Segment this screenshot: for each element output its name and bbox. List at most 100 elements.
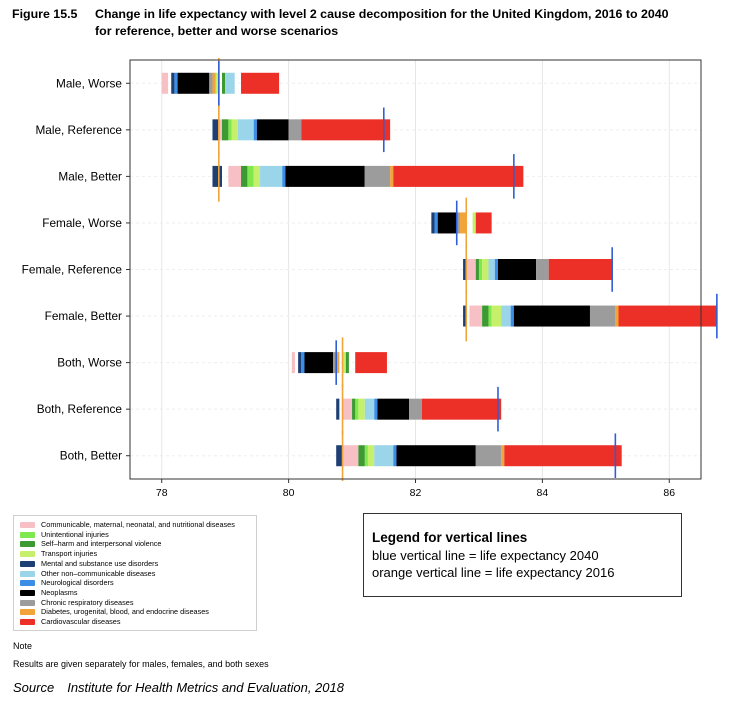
cause-legend: Communicable, maternal, neonatal, and nu… [13, 515, 257, 631]
bar-diabetes [212, 72, 216, 94]
bar-unintentional [478, 259, 483, 280]
bar-mental [298, 352, 302, 374]
bar-unintentional [355, 398, 359, 420]
bar-chronic_resp [333, 352, 337, 374]
bar-neoplasms [177, 72, 210, 94]
bar-other_ncd [488, 259, 495, 280]
legend-swatch [20, 589, 35, 596]
bar-transport [472, 212, 476, 234]
legend-swatch [20, 531, 35, 538]
source-label: Source [13, 680, 55, 695]
bar-cmnn [291, 352, 295, 374]
legend-label: Communicable, maternal, neonatal, and nu… [41, 520, 235, 529]
ytick-label: Male, Reference [35, 123, 122, 137]
xtick-label: 82 [410, 487, 422, 499]
bar-other_ncd [225, 72, 235, 94]
source-line: Source Institute for Health Metrics and E… [13, 680, 344, 695]
bar-diabetes [336, 352, 340, 374]
bar-other_ncd [364, 398, 375, 420]
legend-label: Other non–communicable diseases [41, 568, 156, 578]
vertical-line-legend-blue: blue vertical line = life expectancy 204… [372, 548, 599, 563]
bar-diabetes [390, 165, 394, 187]
ytick-label: Both, Worse [57, 356, 122, 370]
bar-neoplasms [497, 259, 537, 280]
bar-unintentional [364, 445, 368, 467]
bar-cardio [504, 445, 622, 467]
legend-label: Diabetes, urogenital, blood, and endocri… [41, 607, 209, 617]
legend-swatch [20, 570, 35, 577]
bar-selfharm [221, 119, 229, 141]
bar-neuro [374, 398, 378, 420]
bar-neuro [494, 259, 498, 280]
ytick-label: Female, Worse [42, 216, 122, 230]
bar-chronic_resp [589, 305, 616, 327]
bar-mental [171, 72, 175, 94]
legend-swatch [20, 551, 35, 558]
bar-cmnn [218, 119, 222, 141]
xtick-label: 78 [156, 487, 168, 499]
bar-transport [367, 445, 375, 467]
bar-neoplasms [285, 165, 365, 187]
legend-label: Neoplasms [41, 587, 78, 597]
bar-chronic_resp [456, 212, 460, 234]
ytick-label: Both, Reference [37, 402, 123, 416]
note-label: Note [13, 641, 33, 651]
bar-other_ncd [237, 119, 254, 141]
figure-title: Figure 15.5 Change in life expectancy wit… [12, 6, 748, 40]
bar-mental [463, 305, 467, 327]
legend-swatch [20, 560, 35, 567]
bar-cmnn [469, 305, 483, 327]
bar-neuro [434, 212, 438, 234]
bar-mental [336, 445, 343, 467]
bar-neoplasms [377, 398, 410, 420]
bar-diabetes [501, 445, 505, 467]
bar-selfharm [352, 398, 356, 420]
bar-selfharm [475, 259, 479, 280]
bar-chronic_resp [209, 72, 213, 94]
bar-neoplasms [396, 445, 476, 467]
bar-transport [231, 119, 238, 141]
bar-cmnn [466, 259, 476, 280]
bar-cmnn [342, 445, 359, 467]
figure-title-line1: Change in life expectancy with level 2 c… [95, 7, 669, 21]
bar-neuro [253, 119, 257, 141]
bar-selfharm [345, 352, 349, 374]
bar-neoplasms [256, 119, 289, 141]
xtick-label: 86 [663, 487, 675, 499]
bar-neuro [301, 352, 305, 374]
bar-cmnn [161, 72, 169, 94]
legend-label: Cardiovascular diseases [41, 617, 121, 626]
chart: Male, Worse Male, Reference Male, Better Fe… [22, 58, 718, 499]
bar-transport [215, 72, 219, 94]
bar-unintentional [228, 119, 232, 141]
legend-label: Transport injuries [41, 549, 98, 559]
bar-unintentional [488, 305, 492, 327]
bar-selfharm [482, 305, 489, 327]
bar-chronic_resp [288, 119, 302, 141]
bar-selfharm [358, 445, 365, 467]
vertical-line-legend-title: Legend for vertical lines [372, 530, 528, 545]
legend-swatch [20, 609, 35, 616]
bar-transport [482, 259, 489, 280]
bar-cardio [618, 305, 717, 327]
bar-cmnn [228, 165, 242, 187]
bar-neuro [510, 305, 514, 327]
bar-selfharm [241, 165, 248, 187]
ytick-label: Female, Reference [22, 263, 123, 277]
ytick-label: Male, Better [58, 169, 122, 183]
bar-cardio [548, 259, 613, 280]
legend-swatch [20, 619, 35, 625]
bar-chronic_resp [409, 398, 422, 420]
bar-neoplasms [513, 305, 590, 327]
legend-swatch [20, 522, 35, 528]
figure-number: Figure 15.5 [12, 7, 78, 21]
bar-neuro [174, 72, 178, 94]
bar-chronic_resp [475, 445, 502, 467]
legend-label: Mental and substance use disorders [41, 558, 159, 568]
bar-chronic_resp [536, 259, 549, 280]
bar-cardio [355, 352, 387, 374]
ytick-label: Female, Better [45, 309, 122, 323]
legend-swatch [20, 580, 35, 587]
bar-cardio [475, 212, 492, 234]
bar-cardio [421, 398, 502, 420]
